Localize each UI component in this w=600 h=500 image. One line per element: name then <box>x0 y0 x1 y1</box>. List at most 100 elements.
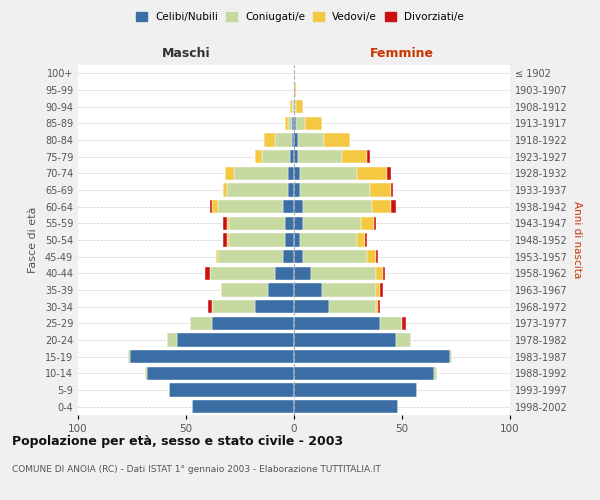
Text: Popolazione per età, sesso e stato civile - 2003: Popolazione per età, sesso e stato civil… <box>12 435 343 448</box>
Bar <box>311 266 376 280</box>
Bar <box>294 334 395 346</box>
Bar <box>283 250 294 264</box>
Text: Femmine: Femmine <box>370 47 434 60</box>
Bar <box>294 266 311 280</box>
Bar <box>380 284 383 296</box>
Bar <box>190 316 212 330</box>
Bar <box>178 334 294 346</box>
Bar <box>167 334 178 346</box>
Bar <box>329 300 376 314</box>
Bar <box>216 250 218 264</box>
Bar <box>294 250 302 264</box>
Bar <box>193 400 294 413</box>
Bar <box>283 200 294 213</box>
Bar <box>322 284 376 296</box>
Bar <box>356 234 365 246</box>
Bar <box>298 134 324 146</box>
Bar <box>290 100 292 114</box>
Bar <box>286 216 294 230</box>
Bar <box>294 234 301 246</box>
Bar <box>218 200 283 213</box>
Bar <box>287 116 292 130</box>
Bar <box>275 266 294 280</box>
Bar <box>294 400 398 413</box>
Bar <box>221 284 268 296</box>
Legend: Celibi/Nubili, Coniugati/e, Vedovi/e, Divorziati/e: Celibi/Nubili, Coniugati/e, Vedovi/e, Di… <box>132 8 468 26</box>
Bar <box>298 150 341 164</box>
Bar <box>294 84 296 96</box>
Bar <box>212 316 294 330</box>
Bar <box>294 384 417 396</box>
Bar <box>208 300 212 314</box>
Bar <box>210 266 275 280</box>
Bar <box>402 316 406 330</box>
Bar <box>376 284 380 296</box>
Bar <box>356 166 387 180</box>
Bar <box>290 150 294 164</box>
Bar <box>210 200 212 213</box>
Bar <box>372 200 391 213</box>
Bar <box>286 116 287 130</box>
Bar <box>378 300 380 314</box>
Bar <box>227 216 229 230</box>
Bar <box>229 216 286 230</box>
Bar <box>294 216 302 230</box>
Bar <box>294 350 449 364</box>
Bar <box>294 284 322 296</box>
Bar <box>294 200 302 213</box>
Bar <box>287 166 294 180</box>
Bar <box>292 116 294 130</box>
Bar <box>380 316 402 330</box>
Bar <box>367 250 376 264</box>
Bar <box>294 150 298 164</box>
Bar <box>301 166 356 180</box>
Bar <box>296 116 305 130</box>
Bar <box>391 184 394 196</box>
Bar <box>294 100 296 114</box>
Bar <box>169 384 294 396</box>
Bar <box>374 216 376 230</box>
Bar <box>302 200 372 213</box>
Bar <box>367 150 370 164</box>
Bar <box>147 366 294 380</box>
Bar <box>292 100 294 114</box>
Text: COMUNE DI ANOIA (RC) - Dati ISTAT 1° gennaio 2003 - Elaborazione TUTTITALIA.IT: COMUNE DI ANOIA (RC) - Dati ISTAT 1° gen… <box>12 465 381 474</box>
Bar <box>301 184 370 196</box>
Bar <box>229 234 286 246</box>
Bar <box>391 200 395 213</box>
Bar <box>275 134 292 146</box>
Bar <box>286 234 294 246</box>
Bar <box>294 134 298 146</box>
Bar <box>292 134 294 146</box>
Bar <box>287 184 294 196</box>
Bar <box>233 166 287 180</box>
Bar <box>361 216 374 230</box>
Bar <box>434 366 437 380</box>
Bar <box>205 266 210 280</box>
Bar <box>376 266 383 280</box>
Bar <box>262 150 290 164</box>
Bar <box>341 150 367 164</box>
Bar <box>255 150 262 164</box>
Y-axis label: Anni di nascita: Anni di nascita <box>572 202 581 278</box>
Bar <box>302 216 361 230</box>
Bar <box>227 234 229 246</box>
Bar <box>294 184 301 196</box>
Bar <box>145 366 147 380</box>
Bar <box>130 350 294 364</box>
Bar <box>264 134 275 146</box>
Bar <box>376 300 378 314</box>
Bar <box>302 250 367 264</box>
Bar <box>225 166 233 180</box>
Bar <box>305 116 322 130</box>
Bar <box>449 350 452 364</box>
Bar <box>223 216 227 230</box>
Bar <box>294 300 329 314</box>
Text: Maschi: Maschi <box>161 47 211 60</box>
Bar <box>387 166 391 180</box>
Bar <box>294 366 434 380</box>
Y-axis label: Fasce di età: Fasce di età <box>28 207 38 273</box>
Bar <box>296 100 302 114</box>
Bar <box>301 234 356 246</box>
Bar <box>383 266 385 280</box>
